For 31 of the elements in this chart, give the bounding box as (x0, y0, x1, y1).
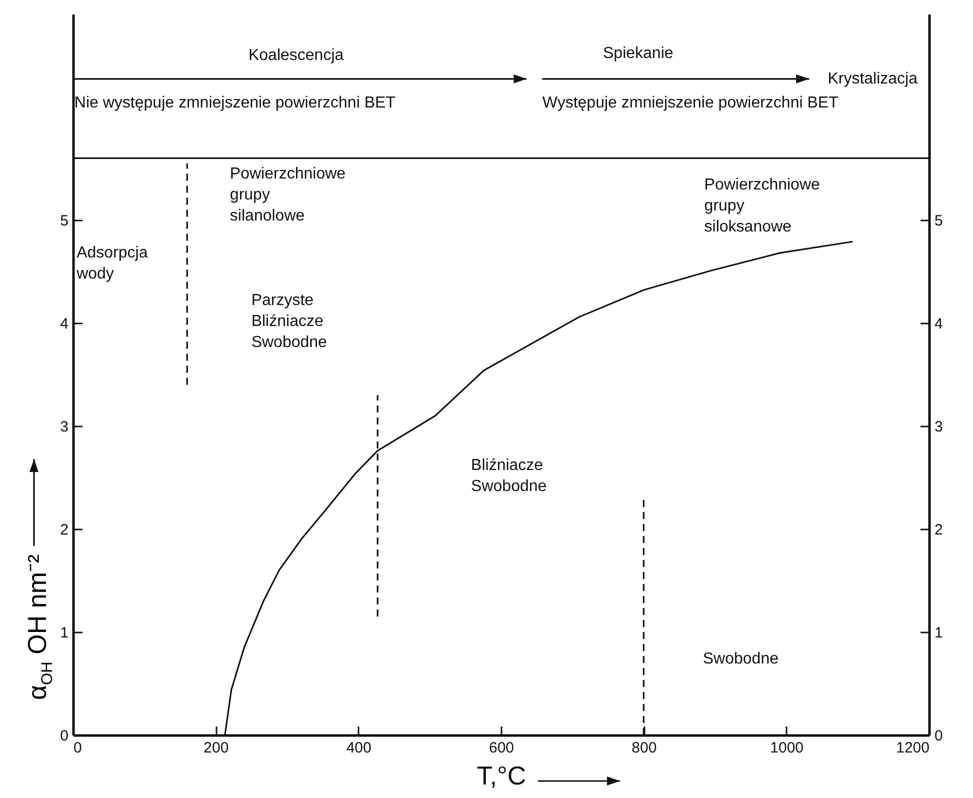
x-tick-label: 200 (204, 740, 229, 756)
annotation: Powierzchniowe grupy silanolowe (230, 165, 346, 224)
annotation: Występuje zmniejszenie powierzchni BET (542, 94, 839, 112)
x-tick-label: 400 (346, 740, 372, 756)
y-tick-label: 0 (60, 728, 68, 744)
annotation: Bliźniacze Swobodne (471, 456, 547, 495)
y-tick-label: 2 (60, 522, 68, 538)
y2-tick-label: 4 (934, 316, 943, 332)
annotation: Krystalizacja (828, 70, 918, 88)
y-tick-label: 1 (60, 624, 68, 642)
x-tick-label: 1200 (896, 740, 930, 756)
x-tick-label: 600 (488, 740, 514, 756)
y2-tick-label: 0 (934, 728, 943, 744)
annotation: Powierzchniowe grupy siloksanowe (704, 176, 820, 236)
y2-tick-label: 1 (934, 624, 943, 642)
x-tick-label: 800 (632, 740, 657, 756)
y-tick-label: 4 (60, 316, 68, 332)
y2-tick-label: 3 (934, 418, 943, 436)
annotation: Swobodne (702, 650, 779, 668)
y2-tick-label: 5 (934, 212, 943, 230)
x-tick-label: 1000 (770, 740, 804, 756)
x-axis-title: T,°C (476, 760, 526, 790)
y-tick-label: 3 (60, 418, 68, 436)
y-tick-label: 5 (60, 212, 68, 230)
y2-tick-label: 2 (934, 522, 943, 538)
annotation: Adsorpcja wody (76, 244, 148, 283)
annotation: Koalescencja (248, 46, 344, 64)
annotation: Parzyste Bliźniacze Swobodne (251, 292, 328, 352)
annotation: Spiekanie (603, 44, 674, 62)
x-tick-label: 0 (74, 740, 82, 756)
annotation: Nie występuje zmniejszenie powierzchni BET (74, 94, 396, 112)
